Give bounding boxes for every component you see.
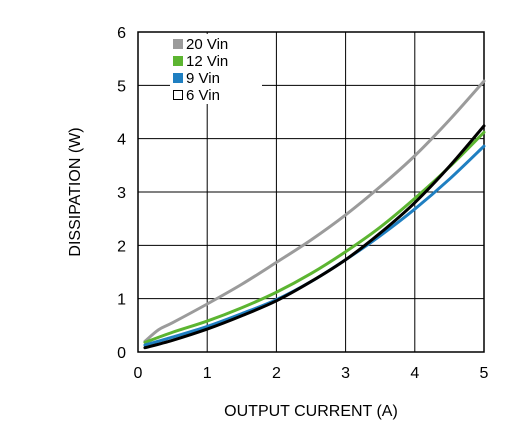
x-tick-label: 1 xyxy=(203,365,212,382)
legend-label: 9 Vin xyxy=(186,70,220,87)
grid-lines xyxy=(138,32,484,352)
legend-swatch xyxy=(173,56,183,66)
y-tick-label: 3 xyxy=(117,185,126,202)
series-line-3 xyxy=(143,124,486,350)
series-lines xyxy=(143,79,486,350)
y-tick-label: 5 xyxy=(117,78,126,95)
x-tick-label: 3 xyxy=(341,365,350,382)
y-tick-label: 1 xyxy=(117,292,126,309)
legend-label: 12 Vin xyxy=(186,53,228,70)
legend-swatch xyxy=(173,39,183,49)
series-line-0 xyxy=(143,79,486,343)
plot-frame xyxy=(137,31,485,353)
series-line-1 xyxy=(143,130,486,344)
x-tick-label: 4 xyxy=(410,365,419,382)
y-axis-label: DISSIPATION (W) xyxy=(67,127,84,256)
x-axis-label: OUTPUT CURRENT (A) xyxy=(224,403,398,420)
x-tick-label: 2 xyxy=(272,365,281,382)
x-tick-label: 5 xyxy=(480,365,489,382)
legend-swatch xyxy=(173,90,183,100)
y-tick-label: 6 xyxy=(117,25,126,42)
legend-label: 6 Vin xyxy=(186,87,220,104)
y-tick-label: 0 xyxy=(117,345,126,362)
legend-label: 20 Vin xyxy=(186,36,228,53)
y-tick-label: 2 xyxy=(117,238,126,255)
tick-labels: 0 1 2 3 4 5 0 1 2 3 4 5 6 xyxy=(117,25,488,382)
legend-background xyxy=(170,34,262,104)
x-tick-label: 0 xyxy=(134,365,143,382)
y-tick-label: 4 xyxy=(117,132,126,149)
legend-swatch xyxy=(173,73,183,83)
